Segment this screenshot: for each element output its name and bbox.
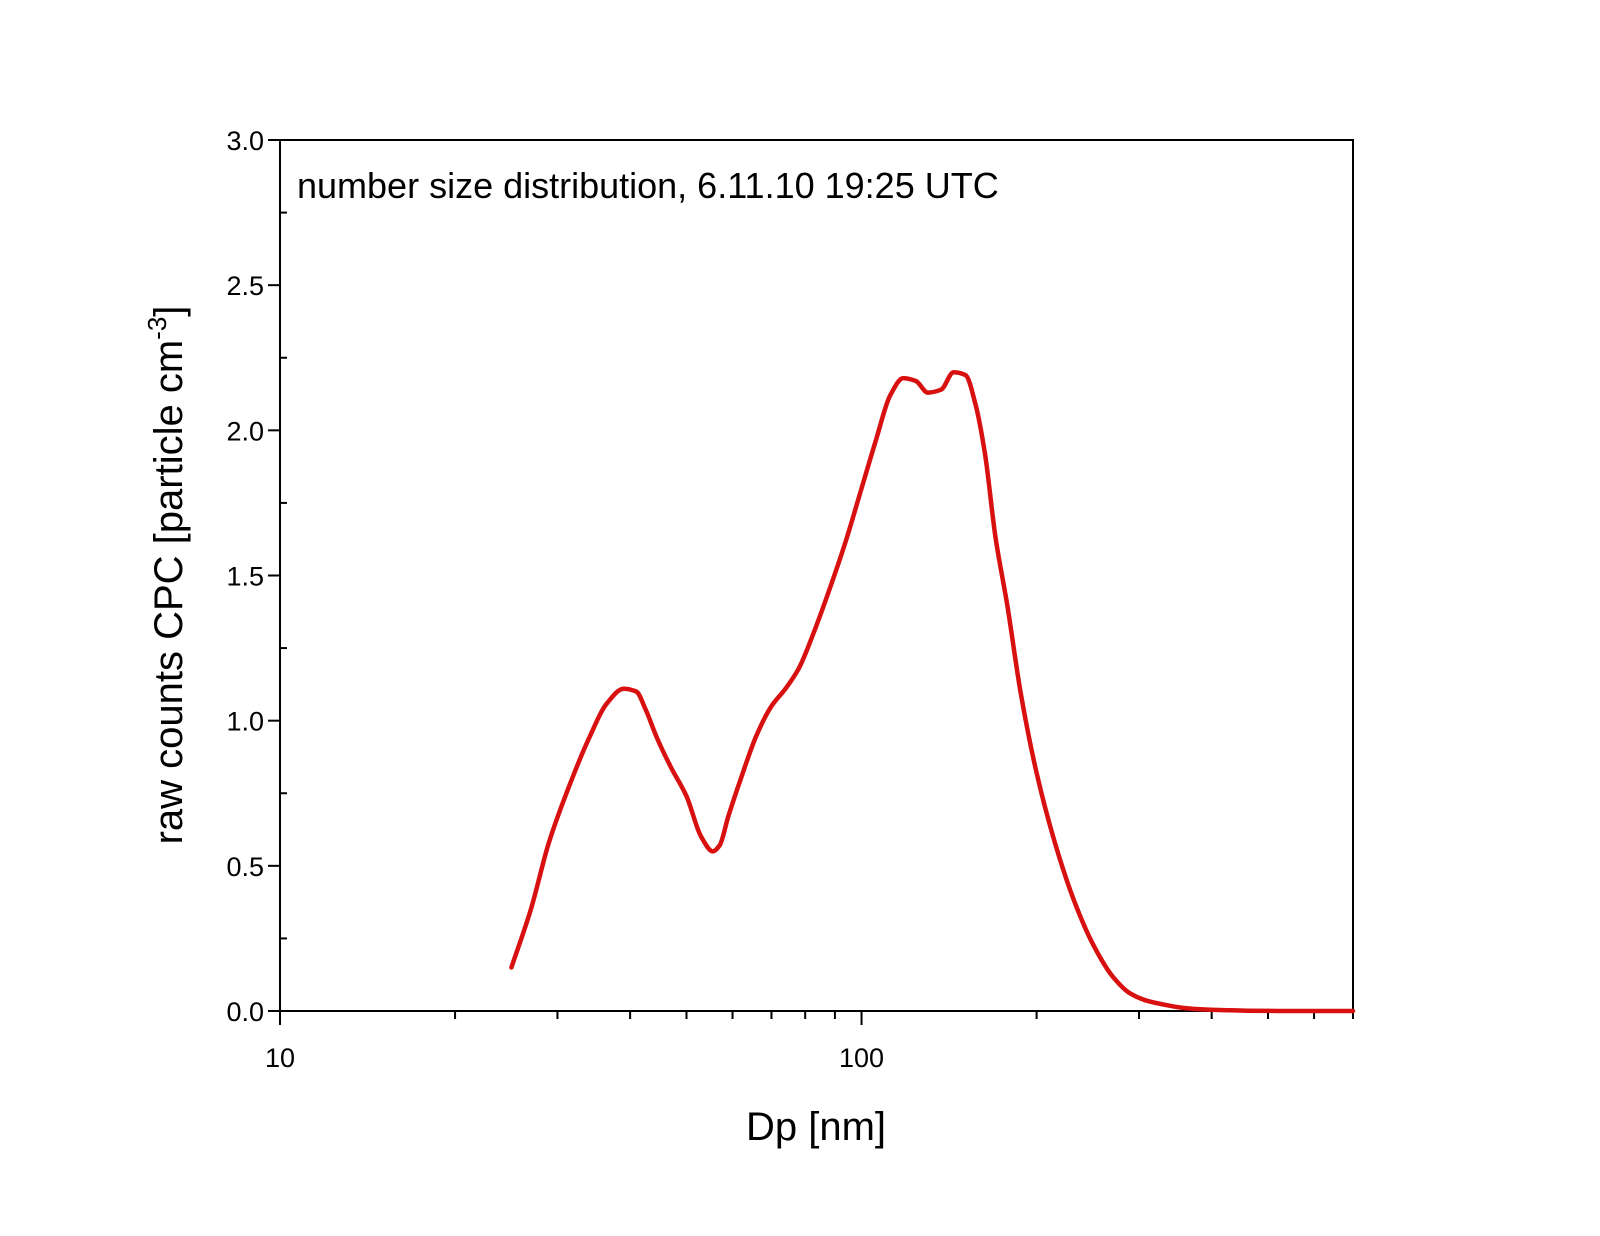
- y-tick-label: 3.0: [226, 126, 264, 156]
- axis-ticks: [268, 139, 1354, 1025]
- series-line: [509, 370, 1356, 1014]
- x-axis-label: Dp [nm]: [746, 1105, 886, 1149]
- x-tick-label: 10: [265, 1043, 295, 1073]
- y-axis-label-end: ]: [147, 306, 191, 317]
- y-tick-label: 1.0: [226, 707, 264, 737]
- axis-tick-labels: 0.0 0.5 1.0 1.5 2.0 2.5 3.0 10 100: [226, 126, 884, 1073]
- y-axis-label-main: raw counts CPC [particle cm: [147, 340, 191, 845]
- y-axis-label: raw counts CPC [particle cm-3]: [142, 306, 191, 845]
- plot-frame: [279, 139, 1354, 1012]
- y-tick-label: 2.0: [226, 416, 264, 446]
- y-tick-label: 1.5: [226, 562, 264, 592]
- y-axis-label-sup: -3: [142, 317, 172, 340]
- chart-annotation: number size distribution, 6.11.10 19:25 …: [297, 165, 999, 206]
- y-tick-label: 2.5: [226, 271, 264, 301]
- y-tick-label: 0.5: [226, 852, 264, 882]
- y-tick-label: 0.0: [226, 997, 264, 1027]
- x-tick-label: 100: [839, 1043, 884, 1073]
